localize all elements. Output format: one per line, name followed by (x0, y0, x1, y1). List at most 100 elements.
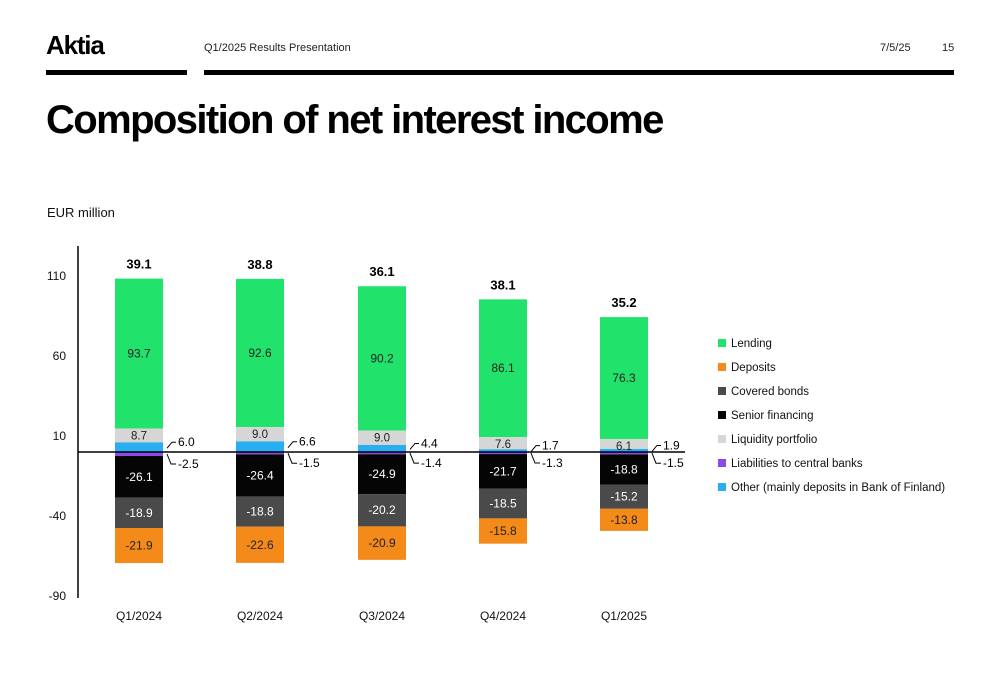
bar-segment (358, 452, 406, 455)
legend-label: Liquidity portfolio (731, 434, 817, 446)
x-tick-label: Q1/2024 (116, 609, 162, 623)
legend-swatch (718, 363, 726, 371)
data-label-deposits: -13.8 (610, 513, 638, 527)
chart-unit-label: EUR million (47, 205, 115, 220)
bar-segment (115, 428, 163, 443)
bar-segment (236, 278, 284, 428)
data-label-deposits: -15.8 (489, 524, 517, 538)
data-label-senior-financing: -18.8 (610, 462, 638, 476)
data-label-covered-bonds: -18.9 (125, 506, 153, 520)
bar-segment (600, 317, 648, 440)
bar-segment (479, 299, 527, 438)
data-label-other: 6.6 (299, 435, 316, 449)
callout-line (287, 441, 297, 449)
legend-swatch (718, 483, 726, 491)
presentation-subtitle: Q1/2025 Results Presentation (204, 42, 351, 54)
bar-segment (115, 497, 163, 528)
data-label-covered-bonds: -18.8 (246, 505, 274, 519)
legend-label: Deposits (731, 362, 776, 374)
header-rule-left (46, 70, 187, 75)
data-label-lending: 76.3 (612, 371, 636, 385)
bar-segment (236, 496, 284, 527)
data-label-liquidity: 6.1 (616, 441, 632, 453)
legend-swatch (718, 435, 726, 443)
data-label-liabilities: -1.5 (663, 456, 684, 470)
total-label: 36.1 (369, 264, 394, 279)
bar-segment (115, 452, 163, 456)
y-tick-label: 110 (47, 269, 66, 283)
bar-segment (236, 427, 284, 442)
bar-segment (236, 452, 284, 455)
callout-line (287, 453, 297, 464)
bar-segment (115, 528, 163, 564)
bar-segment (479, 452, 527, 455)
data-label-lending: 86.1 (491, 361, 515, 375)
data-label-liquidity: 9.0 (374, 433, 390, 445)
total-label: 39.1 (126, 257, 151, 272)
legend-label: Other (mainly deposits in Bank of Finlan… (731, 482, 945, 494)
bar-segment (358, 444, 406, 452)
legend-label: Senior financing (731, 410, 813, 422)
bar-segment (236, 526, 284, 563)
bar-segment (236, 454, 284, 497)
data-label-other: 1.9 (663, 438, 680, 452)
data-label-liabilities: -1.5 (299, 456, 320, 470)
x-tick-label: Q2/2024 (237, 609, 283, 623)
data-label-senior-financing: -26.1 (125, 470, 153, 484)
data-label-other: 1.7 (542, 439, 559, 453)
total-label: 35.2 (611, 295, 636, 310)
data-label-liquidity: 9.0 (252, 429, 268, 441)
data-label-lending: 90.2 (370, 351, 394, 365)
bar-segment (115, 442, 163, 452)
data-label-lending: 93.7 (127, 347, 151, 361)
bar-segment (600, 448, 648, 452)
y-tick-label: 10 (53, 429, 67, 443)
bar-segment (115, 456, 163, 498)
data-label-covered-bonds: -20.2 (368, 503, 396, 517)
y-tick-label: 60 (53, 349, 67, 363)
data-label-liabilities: -2.5 (178, 457, 199, 471)
bar-segment (479, 437, 527, 450)
bar-segment (600, 439, 648, 449)
legend-label: Lending (731, 338, 772, 350)
data-label-other: 6.0 (178, 435, 195, 449)
data-label-lending: 92.6 (248, 346, 272, 360)
legend-swatch (718, 387, 726, 395)
bar-segment (479, 449, 527, 452)
page-title: Composition of net interest income (46, 98, 664, 142)
header-rule-right (204, 70, 954, 75)
data-label-deposits: -20.9 (368, 536, 396, 550)
data-label-other: 4.4 (421, 436, 438, 450)
data-label-senior-financing: -24.9 (368, 467, 396, 481)
data-label-liabilities: -1.3 (542, 456, 563, 470)
data-label-covered-bonds: -15.2 (610, 490, 638, 504)
bar-segment (479, 488, 527, 519)
data-label-deposits: -22.6 (246, 538, 274, 552)
legend-swatch (718, 459, 726, 467)
total-label: 38.1 (490, 277, 515, 292)
page-number: 15 (942, 42, 955, 54)
callout-line (651, 453, 661, 464)
y-tick-label: -40 (49, 509, 67, 523)
data-label-liquidity: 8.7 (131, 430, 147, 442)
data-label-liabilities: -1.4 (421, 456, 442, 470)
total-label: 38.8 (247, 257, 272, 272)
callout-line (530, 445, 540, 452)
x-tick-label: Q1/2025 (601, 609, 647, 623)
legend-swatch (718, 339, 726, 347)
bar-segment (600, 454, 648, 485)
data-label-deposits: -21.9 (125, 539, 153, 553)
callout-line (651, 444, 661, 452)
bar-segment (358, 454, 406, 495)
bar-segment (479, 518, 527, 544)
aktia-logo: Aktia (46, 30, 105, 60)
x-tick-label: Q4/2024 (480, 609, 526, 623)
bar-segment (358, 494, 406, 527)
data-label-senior-financing: -21.7 (489, 464, 517, 478)
bar-segment (358, 286, 406, 431)
y-tick-label: -90 (49, 589, 67, 603)
x-tick-label: Q3/2024 (359, 609, 405, 623)
bar-segment (115, 278, 163, 429)
bar-segment (479, 454, 527, 489)
